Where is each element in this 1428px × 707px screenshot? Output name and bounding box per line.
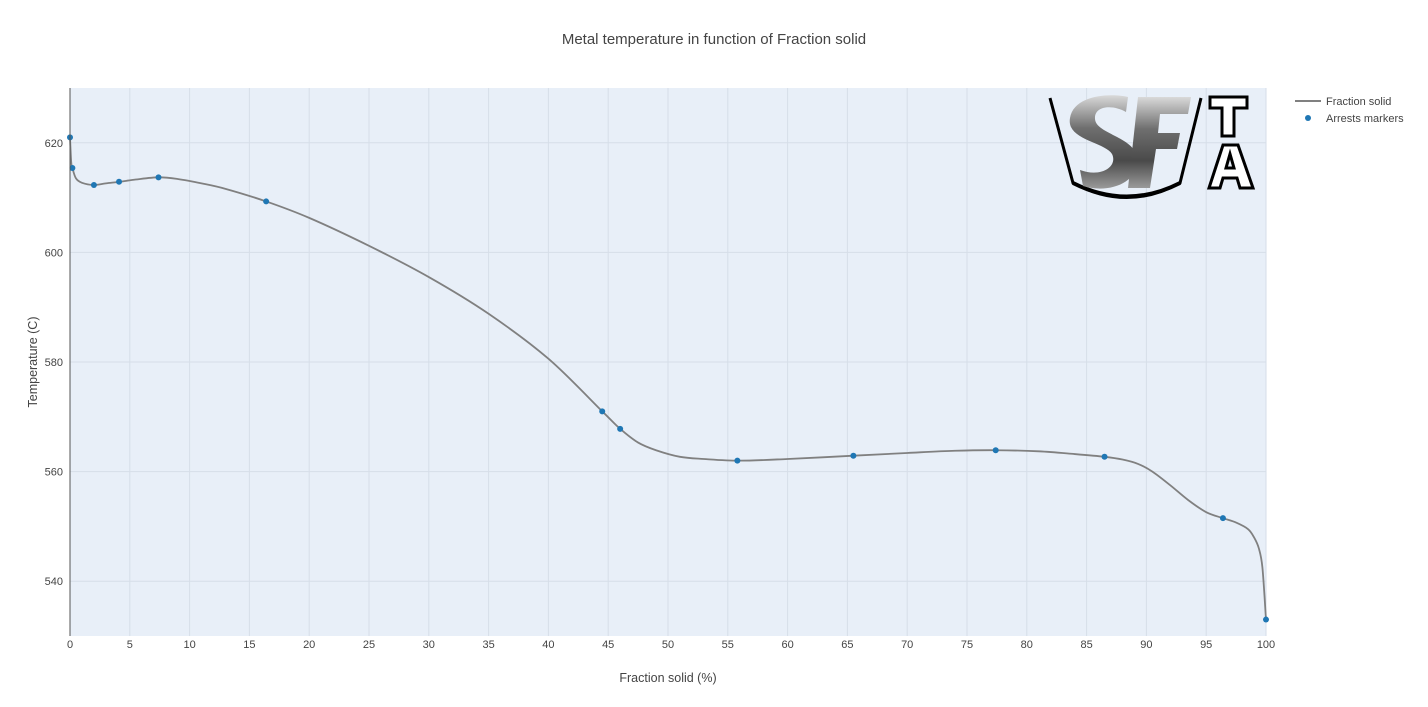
y-tick-label: 560	[45, 467, 63, 479]
arrest-marker[interactable]	[116, 178, 123, 185]
x-tick-label: 0	[67, 639, 73, 651]
arrest-marker[interactable]	[263, 198, 270, 205]
legend-label-arrests-markers: Arrests markers	[1326, 113, 1404, 125]
x-tick-label: 60	[781, 639, 793, 651]
x-tick-label: 40	[542, 639, 554, 651]
y-axis-title: Temperature (C)	[26, 317, 40, 408]
legend-item-arrests-markers[interactable]: Arrests markers	[1305, 113, 1404, 125]
markers-layer	[67, 134, 1269, 623]
x-tick-label: 85	[1080, 639, 1092, 651]
x-tick-label: 55	[722, 639, 734, 651]
series-layer	[69, 137, 1267, 620]
y-tick-label: 620	[45, 138, 63, 150]
x-tick-label: 95	[1200, 639, 1212, 651]
x-tick-label: 75	[961, 639, 973, 651]
x-tick-label: 5	[127, 639, 133, 651]
y-tick-labels: 540 560 580 600 620	[45, 138, 63, 588]
x-tick-label: 45	[602, 639, 614, 651]
x-tick-label: 15	[243, 639, 255, 651]
chart-title: Metal temperature in function of Fractio…	[562, 31, 866, 48]
arrest-marker[interactable]	[992, 447, 999, 454]
legend-label-fraction-solid: Fraction solid	[1326, 96, 1391, 108]
x-tick-labels: 0 5 10 15 20 25 30 35 40 45 50 55 60 65 70 75 80 85 90 95 10…	[67, 639, 1275, 651]
arrest-marker[interactable]	[90, 181, 97, 188]
arrest-marker[interactable]	[155, 174, 162, 181]
y-tick-label: 540	[45, 576, 63, 588]
x-tick-label: 20	[303, 639, 315, 651]
x-tick-label: 65	[841, 639, 853, 651]
legend[interactable]: Fraction solid Arrests markers	[1295, 96, 1404, 125]
arrest-marker[interactable]	[599, 408, 606, 415]
x-tick-label: 90	[1140, 639, 1152, 651]
y-tick-label: 580	[45, 357, 63, 369]
legend-item-fraction-solid[interactable]: Fraction solid	[1295, 96, 1391, 108]
arrest-marker[interactable]	[1101, 453, 1108, 460]
arrest-marker[interactable]	[1263, 616, 1269, 623]
arrest-marker[interactable]	[617, 425, 624, 432]
series-line-fraction-solid	[69, 137, 1267, 620]
arrest-marker[interactable]	[1219, 515, 1226, 522]
arrest-marker[interactable]	[850, 452, 857, 459]
x-tick-label: 70	[901, 639, 913, 651]
y-tick-label: 600	[45, 247, 63, 259]
x-tick-label: 30	[423, 639, 435, 651]
arrest-marker[interactable]	[69, 165, 76, 172]
x-tick-label: 25	[363, 639, 375, 651]
x-tick-label: 10	[183, 639, 195, 651]
arrest-marker[interactable]	[734, 457, 741, 464]
x-tick-label: 50	[662, 639, 674, 651]
x-tick-label: 35	[482, 639, 494, 651]
x-axis-title: Fraction solid (%)	[619, 671, 716, 685]
x-tick-label: 80	[1021, 639, 1033, 651]
legend-marker-swatch	[1305, 115, 1311, 121]
x-tick-label: 100	[1257, 639, 1275, 651]
seta-logo	[1048, 95, 1256, 199]
grid-lines	[69, 88, 1267, 636]
